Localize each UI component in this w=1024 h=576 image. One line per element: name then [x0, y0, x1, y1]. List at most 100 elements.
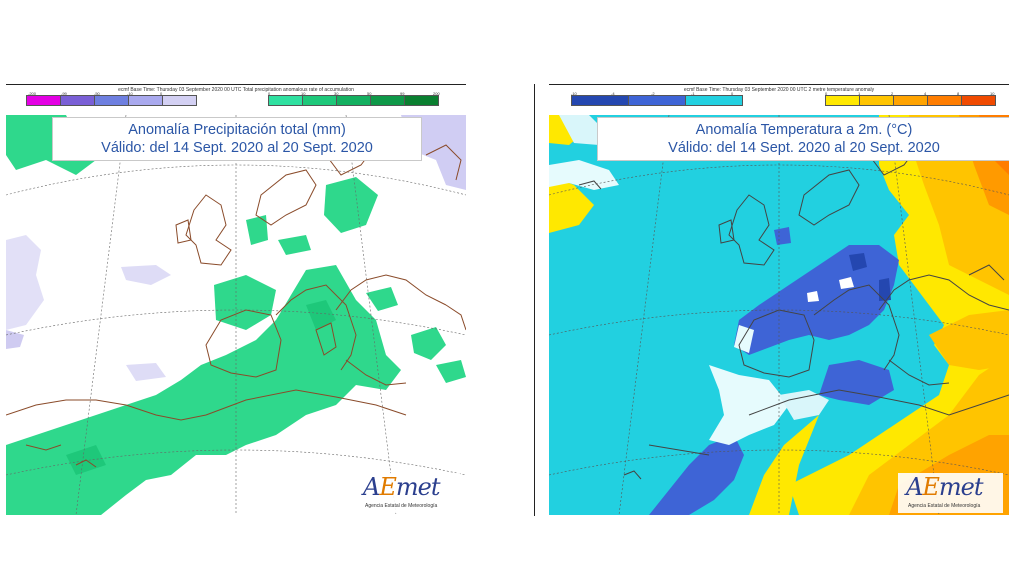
legend-swatch	[94, 95, 129, 106]
precip-legend-positive	[268, 95, 439, 106]
logo-letter: A	[906, 473, 923, 501]
negative-anomaly-area	[6, 235, 44, 330]
tick: -2	[651, 91, 655, 96]
positive-anomaly-area	[278, 235, 311, 255]
legend-swatch	[685, 95, 743, 106]
legend-swatch	[268, 95, 303, 106]
positive-anomaly-area	[366, 287, 398, 311]
precip-legend-negative	[26, 95, 197, 106]
tick: 1	[858, 91, 861, 96]
neutral-area	[549, 160, 619, 190]
neutral-area	[559, 115, 604, 145]
aemet-logo: AEmet Agencia Estatal de Meteorología	[355, 473, 460, 513]
strong-cold-core	[879, 278, 891, 301]
warm-anomaly-area	[549, 175, 594, 233]
tick: -10	[127, 91, 133, 96]
legend-swatch	[571, 95, 629, 106]
tick: 30	[334, 91, 339, 96]
negative-anomaly-area	[6, 330, 24, 349]
precip-meta-line: ecmf Base Time: Thursday 03 September 20…	[118, 87, 354, 93]
positive-anomaly-area	[411, 327, 446, 360]
coastlines	[6, 119, 466, 468]
warm-anomaly-area	[749, 415, 819, 515]
tick: 99	[400, 91, 405, 96]
neutral-area	[709, 365, 789, 445]
tick: -200	[28, 91, 37, 96]
graticule	[6, 115, 466, 515]
negative-anomaly-area	[121, 265, 171, 285]
temp-legend-negative	[571, 95, 743, 106]
tick: 0	[160, 91, 163, 96]
tick: 2	[891, 91, 894, 96]
legend-swatch	[859, 95, 894, 106]
graticule	[549, 115, 1009, 515]
positive-anomaly-area	[324, 177, 378, 233]
coastlines	[578, 119, 1009, 480]
logo-letter-accent: E	[922, 473, 940, 501]
precip-title-box: Anomalía Precipitación total (mm) Válido…	[52, 117, 422, 161]
legend-swatch	[370, 95, 405, 106]
temp-title-box: Anomalía Temperatura a 2m. (°C) Válido: …	[597, 117, 1009, 161]
cold-anomaly-area	[819, 360, 894, 405]
tick: 0	[731, 91, 734, 96]
legend-swatch	[336, 95, 371, 106]
aemet-logo: AEmet Agencia Estatal de Meteorología	[898, 473, 1003, 513]
tick: 50	[367, 91, 372, 96]
neutral-area	[779, 390, 829, 420]
legend-swatch	[628, 95, 686, 106]
strong-cold-core	[849, 253, 867, 271]
precip-title: Anomalía Precipitación total (mm)	[128, 122, 346, 138]
temp-legend-neg-ticks: -10 -4 -2 -1 0	[571, 91, 751, 96]
temp-legend-positive	[825, 95, 996, 106]
temp-title: Anomalía Temperatura a 2m. (°C)	[695, 122, 913, 138]
tick: -10	[571, 91, 577, 96]
neutral-area	[807, 291, 819, 302]
legend-swatch	[26, 95, 61, 106]
panel-divider	[534, 84, 535, 516]
logo-letters: met	[938, 473, 984, 501]
legend-swatch	[893, 95, 928, 106]
aemet-logo-subtitle: Agencia Estatal de Meteorología	[365, 503, 438, 509]
legend-swatch	[825, 95, 860, 106]
neutral-area	[839, 277, 854, 289]
precipitation-anomaly-map-panel: ecmf Base Time: Thursday 03 September 20…	[6, 84, 466, 515]
aemet-logo-wordmark: AEmet	[363, 473, 441, 501]
precip-legend-neg-ticks: -200 -99 -50 -10 0	[28, 91, 193, 96]
tick: -50	[94, 91, 100, 96]
positive-anomaly-area	[436, 360, 466, 383]
tick: 10	[301, 91, 306, 96]
tick: 8	[957, 91, 960, 96]
precip-validity: Válido: del 14 Sept. 2020 al 20 Sept. 20…	[101, 140, 373, 156]
tick: 4	[924, 91, 927, 96]
legend-swatch	[60, 95, 95, 106]
tick: -99	[61, 91, 67, 96]
negative-anomaly-area	[126, 363, 166, 381]
logo-letter-accent: E	[379, 473, 397, 501]
tick: 0	[825, 91, 828, 96]
temperature-anomaly-map-panel: ecmf Base Time: Thursday 03 September 20…	[549, 84, 1009, 515]
legend-swatch	[128, 95, 163, 106]
temp-validity: Válido: del 14 Sept. 2020 al 20 Sept. 20…	[668, 140, 940, 156]
legend-swatch	[404, 95, 439, 106]
tick: -4	[611, 91, 615, 96]
positive-anomaly-core	[306, 300, 336, 330]
tick: 0	[268, 91, 271, 96]
aemet-logo-wordmark: AEmet	[906, 473, 984, 501]
tick: -1	[691, 91, 695, 96]
temperature-anomaly-map	[549, 115, 1009, 515]
logo-letters: met	[395, 473, 441, 501]
logo-letter: A	[363, 473, 380, 501]
temp-legend-pos-ticks: 0 1 2 4 8 10	[825, 91, 1009, 96]
positive-anomaly-area	[6, 265, 401, 515]
positive-anomaly-area	[246, 215, 268, 245]
tick: 200	[433, 91, 440, 96]
temp-meta-line: ecmf Base Time: Thursday 03 September 20…	[683, 87, 875, 93]
precip-legend-pos-ticks: 0 10 30 50 99 200	[268, 91, 453, 96]
legend-swatch	[961, 95, 996, 106]
cold-anomaly-area	[774, 227, 791, 245]
tick: 10	[990, 91, 995, 96]
legend-swatch	[927, 95, 962, 106]
cold-anomaly-area	[649, 435, 744, 515]
aemet-logo-subtitle: Agencia Estatal de Meteorología	[908, 503, 981, 509]
warm-anomaly-area	[929, 310, 1009, 370]
